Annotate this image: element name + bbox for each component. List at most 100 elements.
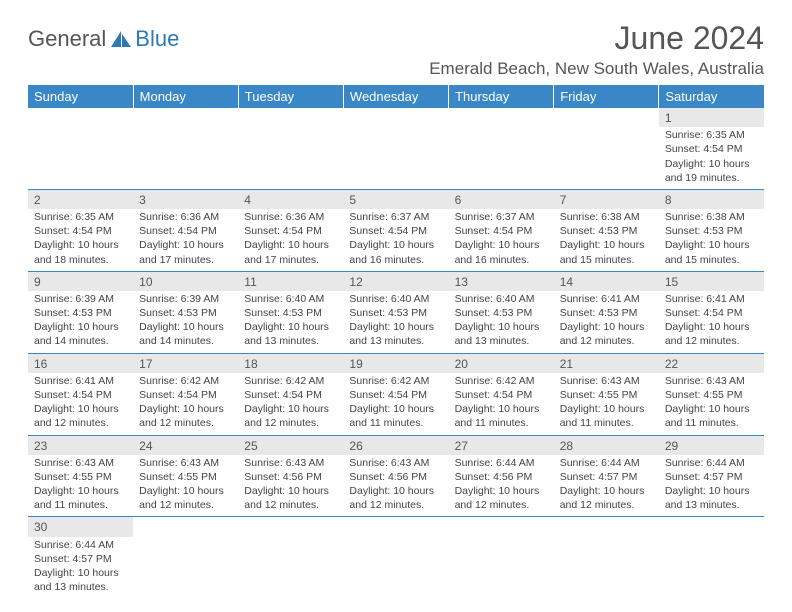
day-number: 21 (554, 354, 659, 373)
calendar-cell (238, 517, 343, 598)
day-body: Sunrise: 6:36 AMSunset: 4:54 PMDaylight:… (133, 209, 238, 271)
day-body: Sunrise: 6:43 AMSunset: 4:55 PMDaylight:… (28, 455, 133, 517)
sunrise-text: Sunrise: 6:35 AM (665, 128, 758, 142)
day-body: Sunrise: 6:38 AMSunset: 4:53 PMDaylight:… (554, 209, 659, 271)
sunset-text: Sunset: 4:53 PM (665, 224, 758, 238)
calendar-cell: 14Sunrise: 6:41 AMSunset: 4:53 PMDayligh… (554, 271, 659, 353)
sunrise-text: Sunrise: 6:43 AM (665, 374, 758, 388)
calendar-cell (343, 108, 448, 189)
sunrise-text: Sunrise: 6:42 AM (349, 374, 442, 388)
day-number: 27 (449, 436, 554, 455)
day-number: 29 (659, 436, 764, 455)
calendar-cell: 16Sunrise: 6:41 AMSunset: 4:54 PMDayligh… (28, 353, 133, 435)
calendar-cell: 7Sunrise: 6:38 AMSunset: 4:53 PMDaylight… (554, 189, 659, 271)
calendar-cell (554, 517, 659, 598)
day-body: Sunrise: 6:43 AMSunset: 4:55 PMDaylight:… (554, 373, 659, 435)
calendar-cell: 11Sunrise: 6:40 AMSunset: 4:53 PMDayligh… (238, 271, 343, 353)
daylight-text: Daylight: 10 hours and 12 minutes. (349, 484, 442, 512)
daylight-text: Daylight: 10 hours and 12 minutes. (139, 402, 232, 430)
sunset-text: Sunset: 4:53 PM (560, 306, 653, 320)
calendar-row: 1Sunrise: 6:35 AMSunset: 4:54 PMDaylight… (28, 108, 764, 189)
sunset-text: Sunset: 4:54 PM (139, 224, 232, 238)
day-body: Sunrise: 6:41 AMSunset: 4:53 PMDaylight:… (554, 291, 659, 353)
sunset-text: Sunset: 4:53 PM (139, 306, 232, 320)
sunrise-text: Sunrise: 6:38 AM (560, 210, 653, 224)
day-header: Tuesday (238, 85, 343, 108)
day-body: Sunrise: 6:42 AMSunset: 4:54 PMDaylight:… (133, 373, 238, 435)
calendar-cell: 27Sunrise: 6:44 AMSunset: 4:56 PMDayligh… (449, 435, 554, 517)
sunset-text: Sunset: 4:54 PM (244, 224, 337, 238)
title-block: June 2024 Emerald Beach, New South Wales… (429, 20, 764, 79)
sunrise-text: Sunrise: 6:44 AM (560, 456, 653, 470)
sunrise-text: Sunrise: 6:39 AM (139, 292, 232, 306)
sunrise-text: Sunrise: 6:40 AM (455, 292, 548, 306)
day-header: Wednesday (343, 85, 448, 108)
sunset-text: Sunset: 4:57 PM (34, 552, 127, 566)
calendar-cell: 13Sunrise: 6:40 AMSunset: 4:53 PMDayligh… (449, 271, 554, 353)
calendar-cell: 25Sunrise: 6:43 AMSunset: 4:56 PMDayligh… (238, 435, 343, 517)
calendar-cell (238, 108, 343, 189)
sunset-text: Sunset: 4:54 PM (244, 388, 337, 402)
sunset-text: Sunset: 4:54 PM (34, 224, 127, 238)
day-number: 4 (238, 190, 343, 209)
day-body: Sunrise: 6:40 AMSunset: 4:53 PMDaylight:… (449, 291, 554, 353)
calendar-cell: 8Sunrise: 6:38 AMSunset: 4:53 PMDaylight… (659, 189, 764, 271)
calendar-table: SundayMondayTuesdayWednesdayThursdayFrid… (28, 85, 764, 598)
daylight-text: Daylight: 10 hours and 13 minutes. (665, 484, 758, 512)
day-number: 22 (659, 354, 764, 373)
calendar-cell: 17Sunrise: 6:42 AMSunset: 4:54 PMDayligh… (133, 353, 238, 435)
daylight-text: Daylight: 10 hours and 12 minutes. (665, 320, 758, 348)
day-body: Sunrise: 6:39 AMSunset: 4:53 PMDaylight:… (28, 291, 133, 353)
daylight-text: Daylight: 10 hours and 13 minutes. (455, 320, 548, 348)
day-body: Sunrise: 6:44 AMSunset: 4:57 PMDaylight:… (554, 455, 659, 517)
day-number: 16 (28, 354, 133, 373)
calendar-cell: 26Sunrise: 6:43 AMSunset: 4:56 PMDayligh… (343, 435, 448, 517)
calendar-cell: 5Sunrise: 6:37 AMSunset: 4:54 PMDaylight… (343, 189, 448, 271)
day-number: 9 (28, 272, 133, 291)
sunrise-text: Sunrise: 6:42 AM (139, 374, 232, 388)
calendar-cell (554, 108, 659, 189)
calendar-cell: 24Sunrise: 6:43 AMSunset: 4:55 PMDayligh… (133, 435, 238, 517)
daylight-text: Daylight: 10 hours and 17 minutes. (139, 238, 232, 266)
calendar-cell (449, 108, 554, 189)
daylight-text: Daylight: 10 hours and 12 minutes. (560, 484, 653, 512)
day-body: Sunrise: 6:44 AMSunset: 4:56 PMDaylight:… (449, 455, 554, 517)
daylight-text: Daylight: 10 hours and 15 minutes. (560, 238, 653, 266)
sunrise-text: Sunrise: 6:36 AM (139, 210, 232, 224)
day-body: Sunrise: 6:37 AMSunset: 4:54 PMDaylight:… (343, 209, 448, 271)
calendar-cell (449, 517, 554, 598)
day-body: Sunrise: 6:42 AMSunset: 4:54 PMDaylight:… (238, 373, 343, 435)
calendar-row: 16Sunrise: 6:41 AMSunset: 4:54 PMDayligh… (28, 353, 764, 435)
calendar-cell: 18Sunrise: 6:42 AMSunset: 4:54 PMDayligh… (238, 353, 343, 435)
sunrise-text: Sunrise: 6:43 AM (349, 456, 442, 470)
day-header: Friday (554, 85, 659, 108)
sunset-text: Sunset: 4:54 PM (139, 388, 232, 402)
calendar-cell (343, 517, 448, 598)
sunrise-text: Sunrise: 6:43 AM (139, 456, 232, 470)
day-number: 12 (343, 272, 448, 291)
sunset-text: Sunset: 4:54 PM (349, 224, 442, 238)
sunrise-text: Sunrise: 6:43 AM (244, 456, 337, 470)
sunset-text: Sunset: 4:56 PM (349, 470, 442, 484)
sunrise-text: Sunrise: 6:35 AM (34, 210, 127, 224)
sunset-text: Sunset: 4:57 PM (665, 470, 758, 484)
day-body: Sunrise: 6:37 AMSunset: 4:54 PMDaylight:… (449, 209, 554, 271)
calendar-cell: 10Sunrise: 6:39 AMSunset: 4:53 PMDayligh… (133, 271, 238, 353)
day-body: Sunrise: 6:39 AMSunset: 4:53 PMDaylight:… (133, 291, 238, 353)
daylight-text: Daylight: 10 hours and 15 minutes. (665, 238, 758, 266)
calendar-page: General Blue June 2024 Emerald Beach, Ne… (0, 0, 792, 598)
header: General Blue June 2024 Emerald Beach, Ne… (28, 20, 764, 79)
day-number: 17 (133, 354, 238, 373)
calendar-cell: 23Sunrise: 6:43 AMSunset: 4:55 PMDayligh… (28, 435, 133, 517)
daylight-text: Daylight: 10 hours and 12 minutes. (34, 402, 127, 430)
sail-icon (110, 30, 132, 48)
sunrise-text: Sunrise: 6:43 AM (560, 374, 653, 388)
daylight-text: Daylight: 10 hours and 17 minutes. (244, 238, 337, 266)
day-number: 25 (238, 436, 343, 455)
daylight-text: Daylight: 10 hours and 12 minutes. (139, 484, 232, 512)
day-body: Sunrise: 6:40 AMSunset: 4:53 PMDaylight:… (238, 291, 343, 353)
day-number: 23 (28, 436, 133, 455)
daylight-text: Daylight: 10 hours and 13 minutes. (34, 566, 127, 594)
day-body: Sunrise: 6:36 AMSunset: 4:54 PMDaylight:… (238, 209, 343, 271)
calendar-cell: 4Sunrise: 6:36 AMSunset: 4:54 PMDaylight… (238, 189, 343, 271)
